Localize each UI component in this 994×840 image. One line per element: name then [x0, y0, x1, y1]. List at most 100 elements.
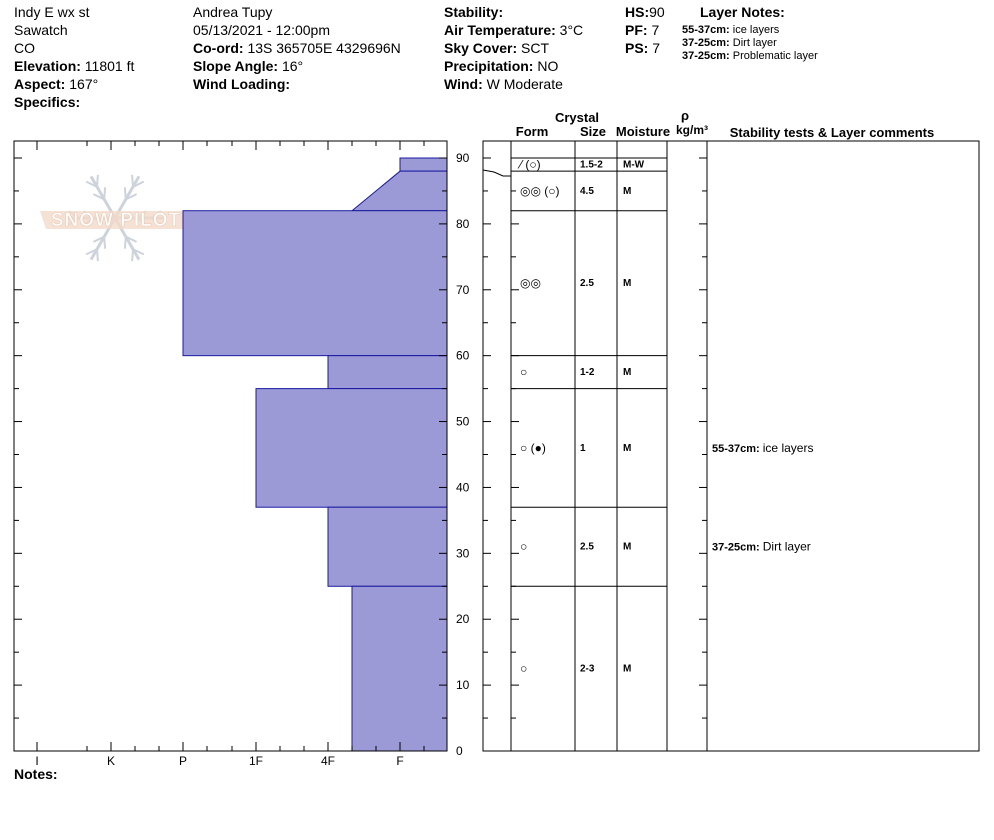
layer-moisture: M	[623, 542, 631, 553]
hardness-bar	[327, 506, 448, 587]
header-specifics: Specifics:	[14, 93, 80, 111]
depth-axis: 0 10 20 30 40 50 60 70 80 90	[14, 151, 707, 758]
size-header: Size	[580, 124, 606, 139]
hardness-profile	[182, 157, 448, 752]
snowflake-branch	[131, 174, 134, 187]
stability-label: Stability:	[444, 4, 504, 20]
y-tick-label: 10	[456, 678, 470, 692]
comments-header: Stability tests & Layer comments	[730, 125, 934, 140]
aspect-label: Aspect:	[14, 76, 66, 92]
header-range: Sawatch	[14, 21, 68, 39]
header-slope: Slope Angle: 16°	[193, 57, 303, 75]
layer-comments: 55-37cm: ice layers 37-25cm: Dirt layer	[712, 441, 813, 554]
hs-label: HS:	[625, 4, 650, 20]
air-temp-label: Air Temperature:	[444, 22, 556, 38]
layer-form: ◎◎	[520, 276, 541, 290]
layer-note-2: 37-25cm: Dirt layer	[682, 37, 777, 50]
snowflake-branch	[131, 249, 134, 262]
aspect-value: 167°	[69, 76, 99, 92]
snowflake-branch	[92, 235, 105, 243]
layer-form: ○	[520, 365, 527, 379]
header-air-temp: Air Temperature: 3°C	[444, 21, 583, 39]
density-unit-header: kg/m³	[676, 123, 708, 137]
layer-form: ○ (●)	[520, 441, 546, 455]
layer-notes-title-text: Layer Notes:	[700, 4, 785, 20]
wind-label: Wind:	[444, 76, 483, 92]
layer-note-text: Dirt layer	[732, 37, 777, 49]
elevation-label: Elevation:	[14, 58, 81, 74]
pf-label: PF:	[625, 22, 648, 38]
layer-comment: 55-37cm: ice layers	[712, 441, 813, 455]
header-wind-loading: Wind Loading:	[193, 75, 290, 93]
ps-label: PS:	[625, 40, 649, 56]
header-precip: Precipitation: NO	[444, 57, 558, 75]
header-elevation: Elevation: 11801 ft	[14, 57, 134, 75]
hardness-bar	[255, 388, 448, 508]
x-tick-label: I	[35, 754, 38, 768]
y-tick-label: 30	[456, 546, 470, 560]
header-coord: Co-ord: 13S 365705E 4329696N	[193, 39, 401, 57]
state-text: CO	[14, 40, 35, 56]
header-location: Indy E wx st	[14, 3, 89, 21]
wind-loading-label: Wind Loading:	[193, 76, 291, 92]
layer-moisture: M	[623, 664, 631, 675]
hs-value: 90	[649, 4, 665, 20]
layer-size: 2.5	[580, 278, 594, 289]
hardness-axis: I K P 1F 4F F	[35, 141, 425, 768]
snowflake-branch	[92, 193, 105, 201]
layer-moisture: M	[623, 278, 631, 289]
layer-moisture: M	[623, 186, 631, 197]
snowflake-branch	[132, 180, 145, 188]
layer-form: ⁄ (○)	[517, 158, 541, 172]
header-observer: Andrea Tupy	[193, 3, 272, 21]
layer-size: 2-3	[580, 664, 595, 675]
range-text: Sawatch	[14, 22, 68, 38]
layer-note-text: Problematic layer	[732, 50, 818, 62]
x-tick-label: F	[396, 754, 403, 768]
layer-moisture: M-W	[623, 160, 645, 171]
pf-value: 7	[651, 22, 660, 38]
coord-label: Co-ord:	[193, 40, 244, 56]
slope-label: Slope Angle:	[193, 58, 279, 74]
layer-connector	[482, 169, 511, 177]
coord-value: 13S 365705E 4329696N	[247, 40, 401, 56]
layer-note-1: 55-37cm: ice layers	[682, 24, 779, 37]
slope-value: 16°	[281, 58, 304, 74]
hardness-bar	[327, 355, 448, 390]
x-tick-label: P	[179, 754, 187, 768]
notes-label-text: Notes:	[14, 766, 58, 782]
layer-table: ⁄ (○) 1.5-2 M-W ◎◎ (○) 4.5 M ◎◎ 2.5 M ○ 1-2 M ○ (●) 1…	[482, 157, 667, 752]
hardness-bar	[350, 170, 448, 212]
header-state: CO	[14, 39, 35, 57]
elevation-value: 11801 ft	[84, 58, 135, 74]
snowpilot-watermark: SNOW PILOT	[40, 174, 192, 262]
header-hs: HS:90	[625, 3, 665, 21]
layer-note-range: 55-37cm:	[682, 24, 730, 36]
layer-size: 2.5	[580, 542, 594, 553]
header-pf: PF: 7	[625, 21, 659, 39]
layer-note-text: ice layers	[732, 24, 780, 36]
snowflake-branch	[125, 193, 138, 201]
precip-label: Precipitation:	[444, 58, 534, 74]
y-tick-label: 60	[456, 349, 470, 363]
y-tick-label: 50	[456, 415, 470, 429]
layer-moisture: M	[623, 443, 631, 454]
sky-value: SCT	[521, 40, 550, 56]
header-ps: PS: 7	[625, 39, 660, 57]
layer-frame	[482, 140, 980, 752]
snowflake-branch	[96, 174, 99, 187]
snowflake-branch	[96, 249, 99, 262]
hardness-bar	[182, 210, 448, 357]
header-datetime: 05/13/2021 - 12:00pm	[193, 21, 330, 39]
x-tick-label: K	[107, 754, 115, 768]
snowflake-branch	[123, 187, 127, 200]
layer-note-range: 37-25cm:	[682, 50, 730, 62]
layer-note-range: 37-25cm:	[682, 37, 730, 49]
observer-text: Andrea Tupy	[193, 4, 273, 20]
hardness-frame	[13, 140, 448, 752]
snowflake-branch	[85, 248, 98, 256]
layer-notes-title: Layer Notes:	[700, 3, 785, 21]
wind-value: W Moderate	[486, 76, 563, 92]
form-header: Form	[516, 124, 549, 139]
